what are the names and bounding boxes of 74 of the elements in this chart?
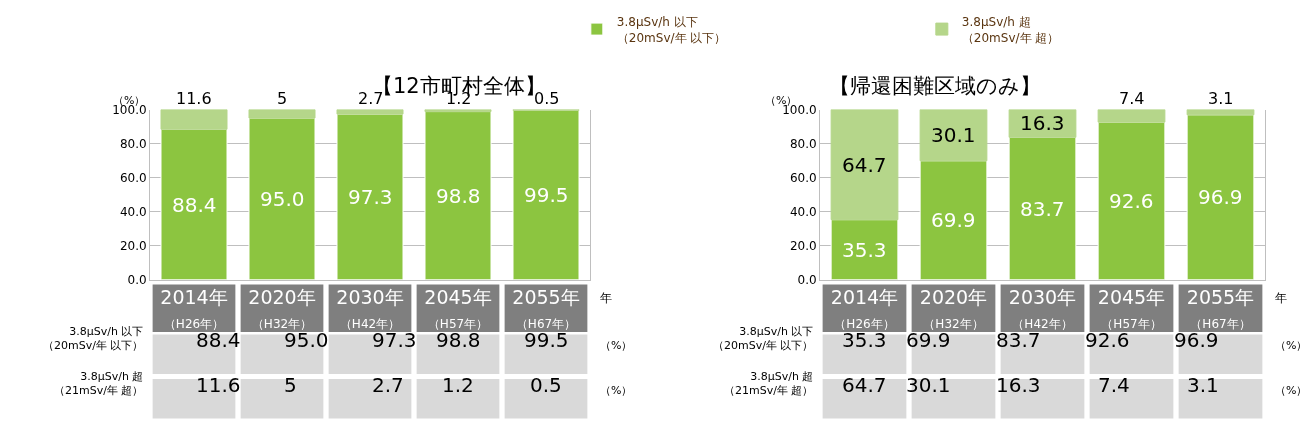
bar <box>1097 121 1166 280</box>
bar <box>160 109 228 130</box>
y-tick-label: 80.0 <box>789 136 817 151</box>
text: 3.8μSv/h 以下（20mSv/年 以下） <box>43 325 144 353</box>
y-tick-label: 0.0 <box>797 272 817 287</box>
y-tick-label: 60.0 <box>789 170 817 185</box>
y-tick-label: 20.0 <box>789 238 817 253</box>
text: 99.5 <box>524 183 569 207</box>
y-tick-label: 40.0 <box>119 204 147 219</box>
text: 97.3 <box>348 185 393 209</box>
bar <box>919 109 988 162</box>
data-label: 7.4 <box>1098 373 1130 397</box>
text: 3.8μSv/h 超（21mSv/年 超） <box>724 370 814 398</box>
text: 5 <box>277 89 288 108</box>
data-label: 11.6 <box>196 373 241 397</box>
data-label: 3.1 <box>1187 373 1219 397</box>
data-label: 5 <box>284 373 297 397</box>
text: 92.6 <box>1109 189 1154 213</box>
text: 7.4 <box>1119 89 1145 108</box>
legend-label: 3.8μSv/h 以下（20mSv/年 以下） <box>616 14 727 45</box>
text: 95.0 <box>260 187 305 211</box>
y-tick-label: 0.0 <box>127 272 147 287</box>
bar <box>424 111 492 280</box>
x-tick-label: 2055年（H67年） <box>1186 285 1255 332</box>
x-tick-label: 2014年（H26年） <box>830 285 899 332</box>
y-tick-label: 40.0 <box>789 204 817 219</box>
x-tick-label: 2030年（H42年） <box>1008 285 1077 332</box>
text: （%） <box>600 339 633 352</box>
y-tick-label: 80.0 <box>119 136 147 151</box>
text: 64.7 <box>842 153 887 177</box>
bar <box>248 117 316 280</box>
bar <box>1008 136 1077 280</box>
text: 3.8μSv/h 超（21mSv/年 超） <box>54 370 144 398</box>
bar <box>512 109 580 280</box>
text: 11.6 <box>176 89 212 108</box>
text: （%） <box>1275 339 1308 352</box>
text: 69.9 <box>931 208 976 232</box>
x-tick-label: 2045年（H57年） <box>1097 285 1166 332</box>
text: 3.1 <box>1208 89 1234 108</box>
text: 83.7 <box>1020 197 1065 221</box>
text: 16.3 <box>1020 111 1065 135</box>
data-label: 64.7 <box>842 373 887 397</box>
x-axis-title: 年 <box>1275 291 1287 305</box>
legend-label: 3.8μSv/h 超（20mSv/年 超） <box>961 14 1060 45</box>
text: 0.5 <box>534 89 560 108</box>
bar <box>336 109 404 115</box>
bar <box>160 128 228 280</box>
bar <box>1097 109 1166 123</box>
data-label: 30.1 <box>906 373 951 397</box>
bar <box>1186 114 1255 280</box>
text: 98.8 <box>436 184 481 208</box>
bar <box>336 113 404 280</box>
y-tick-label: 60.0 <box>119 170 147 185</box>
chart-title: 【帰還困難区域のみ】 <box>829 74 1041 98</box>
text: 88.4 <box>172 193 217 217</box>
text: （%） <box>600 384 633 397</box>
x-axis-title: 年 <box>600 291 612 305</box>
data-label: 0.5 <box>530 373 562 397</box>
x-tick-label: 2045年（H57年） <box>424 285 492 332</box>
y-tick-label: 20.0 <box>119 238 147 253</box>
bar <box>830 219 899 280</box>
text: 3.8μSv/h 以下（20mSv/年 以下） <box>713 325 814 353</box>
text: 96.9 <box>1198 185 1243 209</box>
data-label: 2.7 <box>372 373 404 397</box>
x-tick-label: 2020年（H32年） <box>919 285 988 332</box>
data-label: 16.3 <box>996 373 1041 397</box>
text: 35.3 <box>842 238 887 262</box>
data-label: 1.2 <box>442 373 474 397</box>
x-tick-label: 2055年（H67年） <box>512 285 580 332</box>
text: （%） <box>1275 384 1308 397</box>
bar <box>830 109 899 221</box>
text: 30.1 <box>931 123 976 147</box>
bar <box>248 109 316 119</box>
bar <box>919 160 988 280</box>
